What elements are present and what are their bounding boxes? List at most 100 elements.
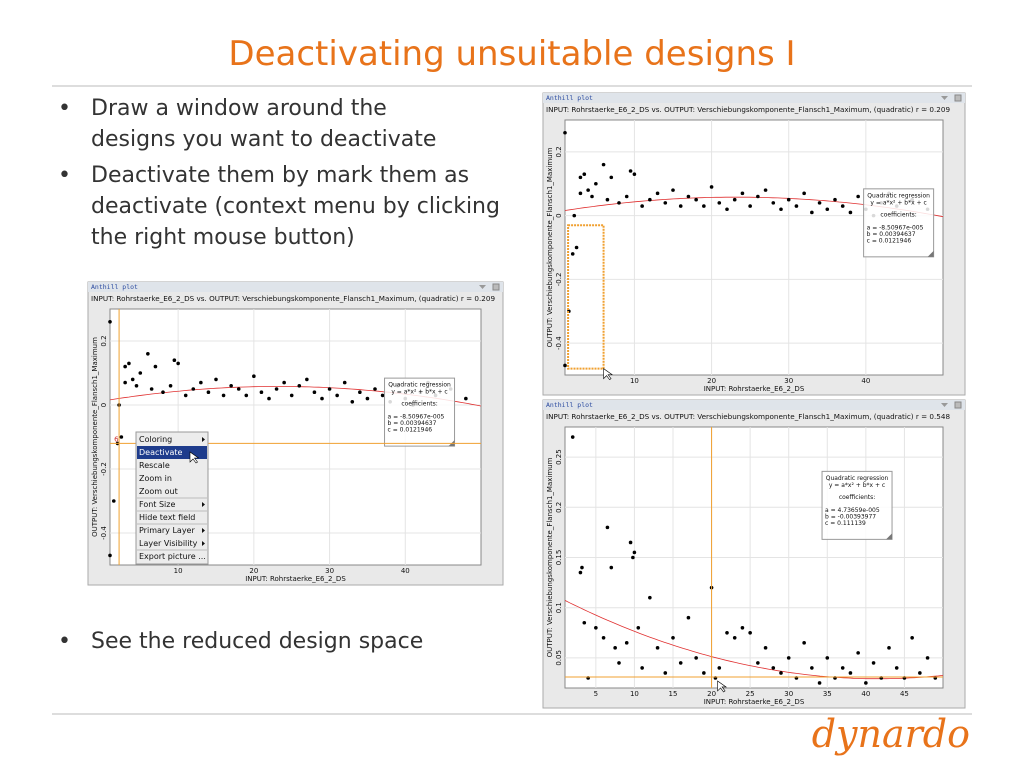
point [580,565,584,570]
point [848,210,853,215]
point [655,646,660,650]
point [282,380,286,385]
menu-item[interactable]: Zoom in [139,474,172,483]
window-header [543,400,965,410]
cursor [189,451,200,464]
point [617,201,621,205]
point [578,175,583,180]
point [694,656,698,660]
plot-title: INPUT: Rohrstaerke_E6_2_DS vs. OUTPUT: V… [546,412,950,421]
point [748,204,752,208]
menu-item[interactable]: Zoom out [139,487,178,496]
coefficient: c = 0.0121946 [867,237,912,244]
point [694,197,698,202]
point [763,646,768,650]
regression-title: Quadratic regression [826,475,889,482]
point [786,656,791,660]
point [259,390,264,395]
point [320,396,324,401]
menu-item[interactable]: Hide text field [139,513,195,522]
menu-item[interactable]: Deactivate [139,448,183,457]
point [840,204,845,208]
x-tick-label: 40 [861,377,870,385]
window-title: Anthill plot [546,401,593,409]
point [342,380,347,385]
point [632,550,637,555]
x-tick-label: 30 [784,377,793,385]
point [825,207,830,212]
y-tick-label: 0 [555,213,563,217]
y-tick-label: 0.25 [555,449,563,465]
point [183,393,188,398]
point [717,666,722,670]
regression-box [863,188,935,258]
window-button [479,285,486,289]
menu-item[interactable]: Layer Visibility [139,539,198,548]
point [578,191,583,196]
point [817,681,822,685]
point [671,188,675,192]
point [134,384,139,388]
point [640,204,644,208]
coefficients-title: coefficients: [401,401,437,408]
y-tick-label: 0.2 [555,502,563,513]
point [856,651,860,655]
window-title: Anthill plot [91,283,138,291]
point [609,565,614,570]
bullet-text: Draw a window around the designs you wan… [91,96,437,152]
point [802,641,806,645]
selection-window [567,224,605,370]
plot-window: Anthill plot INPUT: Rohrstaerke_E6_2_DS v… [87,281,504,586]
point [756,661,760,665]
point [574,245,579,250]
x-tick-label: 15 [669,690,678,698]
point [925,656,930,660]
point [624,641,629,645]
bullet-text: Deactivate them by mark them as deactiva… [91,163,500,250]
point [825,656,830,660]
window-title: Anthill plot [546,94,593,102]
point [840,666,845,670]
x-tick-label: 10 [630,377,639,385]
window-button [941,403,948,407]
point [594,181,598,186]
point [871,661,876,665]
point [563,363,567,368]
point [810,210,814,215]
menu-item[interactable]: Export picture ... [139,552,206,561]
point [671,636,675,640]
coefficient: a = 4.73659e-005 [825,507,880,514]
point [686,615,691,620]
point [594,625,598,630]
point [732,636,737,640]
menu-item[interactable]: Font Size [139,500,175,509]
menu-item[interactable]: Rescale [139,461,170,470]
point [572,213,577,218]
window-button [492,283,500,291]
point [229,384,233,388]
cursor [717,680,728,693]
point [894,666,899,670]
point [108,553,112,558]
point [763,188,768,192]
window-button [954,94,962,102]
menu-item[interactable]: Primary Layer [139,526,195,535]
y-tick-label: 0 [100,403,108,407]
y-tick-label: -0.4 [100,526,108,540]
plot-title: INPUT: Rohrstaerke_E6_2_DS vs. OUTPUT: V… [546,105,950,114]
point [172,358,177,363]
y-tick-label: -0.2 [555,273,563,287]
menu-item[interactable]: Coloring [139,435,172,444]
slide-title: Deactivating unsuitable designs I [228,34,796,74]
resize-grip [886,533,893,540]
point [817,201,822,205]
point [725,630,729,635]
window-header [88,282,503,292]
plot-title: INPUT: Rohrstaerke_E6_2_DS vs. OUTPUT: V… [91,294,495,303]
regression-title: Quadratic regression [867,192,930,199]
point [119,435,124,439]
coefficients-title: coefficients: [880,211,916,218]
point [236,387,241,391]
point [108,320,112,324]
